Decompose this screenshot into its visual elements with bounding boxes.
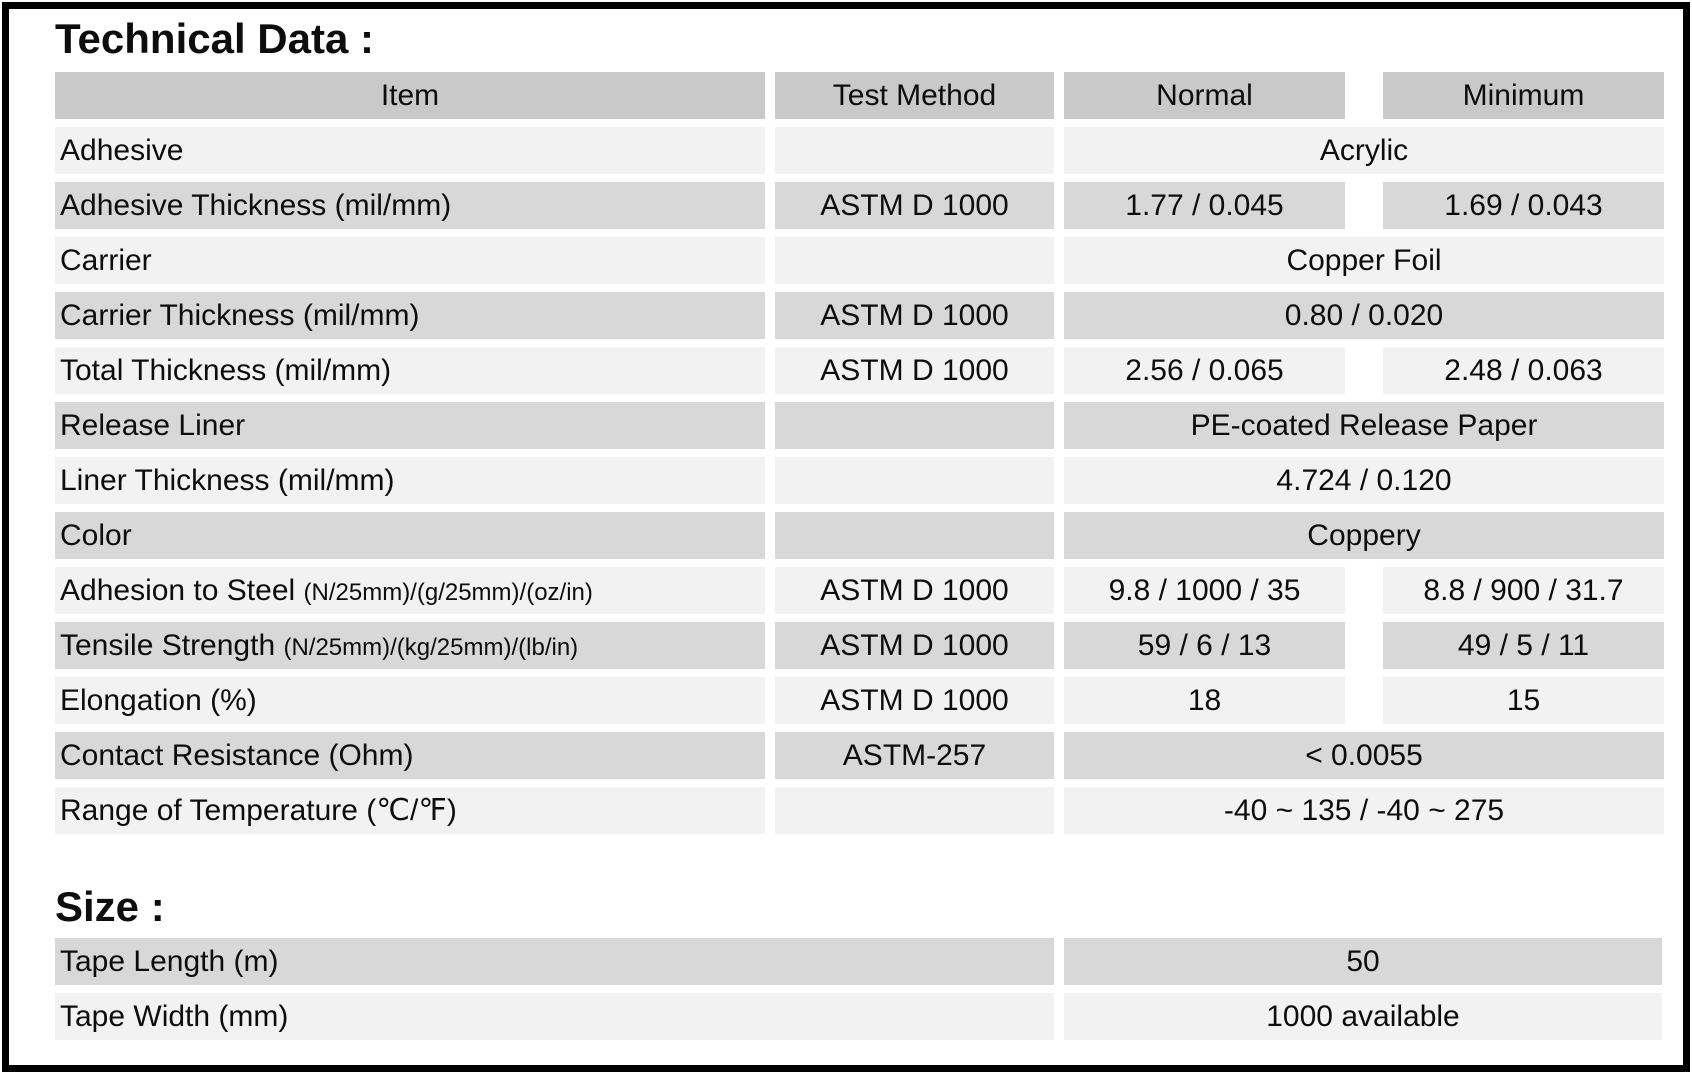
minimum-value-cell: 1.69 / 0.043 xyxy=(1383,182,1664,230)
minimum-value-cell: 49 / 5 / 11 xyxy=(1383,622,1664,670)
column-spacer xyxy=(1355,677,1373,724)
normal-value-cell: 59 / 6 / 13 xyxy=(1064,622,1345,670)
item-label: Tensile Strength xyxy=(60,628,284,662)
table-row-adhesive-thickness: Adhesive Thickness (mil/mm) ASTM D 1000 … xyxy=(55,182,1664,230)
test-method-cell xyxy=(775,402,1054,450)
item-cell: Contact Resistance (Ohm) xyxy=(55,732,765,780)
test-method-cell: ASTM D 1000 xyxy=(775,347,1054,395)
normal-value-cell: 18 xyxy=(1064,677,1345,725)
spanned-value-cell: 0.80 / 0.020 xyxy=(1064,292,1664,340)
table-row-liner-thickness: Liner Thickness (mil/mm) 4.724 / 0.120 xyxy=(55,457,1664,505)
column-spacer xyxy=(1355,182,1373,229)
test-method-cell: ASTM-257 xyxy=(775,732,1054,780)
technical-data-table: Item Test Method Normal Minimum Adhesive… xyxy=(45,64,1674,842)
column-spacer xyxy=(1355,72,1373,119)
value-cell: 50 xyxy=(1064,938,1662,986)
spanned-value-cell: Coppery xyxy=(1064,512,1664,560)
normal-value-cell: 1.77 / 0.045 xyxy=(1064,182,1345,230)
minimum-value-cell: 8.8 / 900 / 31.7 xyxy=(1383,567,1664,615)
item-cell: Tape Length (m) xyxy=(55,938,1054,986)
item-cell: Total Thickness (mil/mm) xyxy=(55,347,765,395)
technical-data-heading: Technical Data : xyxy=(55,15,374,62)
item-label: Adhesion to Steel xyxy=(60,573,304,607)
spanned-value-cell: 4.724 / 0.120 xyxy=(1064,457,1664,505)
size-heading: Size : xyxy=(55,883,165,931)
item-cell: Carrier xyxy=(55,237,765,285)
minimum-value-cell: 15 xyxy=(1383,677,1664,725)
item-cell: Tape Width (mm) xyxy=(55,993,1054,1041)
table-row-color: Color Coppery xyxy=(55,512,1664,560)
table-header: Item Test Method Normal Minimum xyxy=(55,72,1664,120)
test-method-cell xyxy=(775,127,1054,175)
item-cell: Adhesion to Steel (N/25mm)/(g/25mm)/(oz/… xyxy=(55,567,765,615)
table-row-elongation: Elongation (%) ASTM D 1000 18 15 xyxy=(55,677,1664,725)
test-method-cell: ASTM D 1000 xyxy=(775,182,1054,230)
table-row-total-thickness: Total Thickness (mil/mm) ASTM D 1000 2.5… xyxy=(55,347,1664,395)
size-table: Tape Length (m) 50 Tape Width (mm) 1000 … xyxy=(45,930,1672,1048)
test-method-cell xyxy=(775,512,1054,560)
minimum-value-cell: 2.48 / 0.063 xyxy=(1383,347,1664,395)
header-minimum: Minimum xyxy=(1383,72,1664,120)
spanned-value-cell: -40 ~ 135 / -40 ~ 275 xyxy=(1064,787,1664,835)
table-row-tensile-strength: Tensile Strength (N/25mm)/(kg/25mm)/(lb/… xyxy=(55,622,1664,670)
item-cell: Color xyxy=(55,512,765,560)
table-row-release-liner: Release Liner PE-coated Release Paper xyxy=(55,402,1664,450)
header-row: Item Test Method Normal Minimum xyxy=(55,72,1664,120)
column-spacer xyxy=(1355,347,1373,394)
spanned-value-cell: Copper Foil xyxy=(1064,237,1664,285)
test-method-cell xyxy=(775,787,1054,835)
test-method-cell: ASTM D 1000 xyxy=(775,622,1054,670)
item-cell: Elongation (%) xyxy=(55,677,765,725)
test-method-cell xyxy=(775,237,1054,285)
table-row-adhesive: Adhesive Acrylic xyxy=(55,127,1664,175)
item-cell: Liner Thickness (mil/mm) xyxy=(55,457,765,505)
table-row-carrier-thickness: Carrier Thickness (mil/mm) ASTM D 1000 0… xyxy=(55,292,1664,340)
item-cell: Adhesive Thickness (mil/mm) xyxy=(55,182,765,230)
test-method-cell xyxy=(775,457,1054,505)
spanned-value-cell: < 0.0055 xyxy=(1064,732,1664,780)
column-spacer xyxy=(1355,622,1373,669)
item-cell: Tensile Strength (N/25mm)/(kg/25mm)/(lb/… xyxy=(55,622,765,670)
header-item: Item xyxy=(55,72,765,120)
test-method-cell: ASTM D 1000 xyxy=(775,567,1054,615)
size-row-tape-width: Tape Width (mm) 1000 available xyxy=(55,993,1662,1041)
item-units: (N/25mm)/(g/25mm)/(oz/in) xyxy=(303,578,593,606)
item-cell: Adhesive xyxy=(55,127,765,175)
item-cell: Carrier Thickness (mil/mm) xyxy=(55,292,765,340)
header-test-method: Test Method xyxy=(775,72,1054,120)
table-row-temperature-range: Range of Temperature (℃/℉) -40 ~ 135 / -… xyxy=(55,787,1664,835)
item-units: (N/25mm)/(kg/25mm)/(lb/in) xyxy=(283,633,579,661)
spanned-value-cell: Acrylic xyxy=(1064,127,1664,175)
test-method-cell: ASTM D 1000 xyxy=(775,677,1054,725)
value-cell: 1000 available xyxy=(1064,993,1662,1041)
item-cell: Release Liner xyxy=(55,402,765,450)
header-normal: Normal xyxy=(1064,72,1345,120)
column-spacer xyxy=(1355,567,1373,614)
table-row-carrier: Carrier Copper Foil xyxy=(55,237,1664,285)
table-row-adhesion-to-steel: Adhesion to Steel (N/25mm)/(g/25mm)/(oz/… xyxy=(55,567,1664,615)
item-cell: Range of Temperature (℃/℉) xyxy=(55,787,765,835)
normal-value-cell: 9.8 / 1000 / 35 xyxy=(1064,567,1345,615)
table-row-contact-resistance: Contact Resistance (Ohm) ASTM-257 < 0.00… xyxy=(55,732,1664,780)
normal-value-cell: 2.56 / 0.065 xyxy=(1064,347,1345,395)
spanned-value-cell: PE-coated Release Paper xyxy=(1064,402,1664,450)
size-row-tape-length: Tape Length (m) 50 xyxy=(55,938,1662,986)
test-method-cell: ASTM D 1000 xyxy=(775,292,1054,340)
